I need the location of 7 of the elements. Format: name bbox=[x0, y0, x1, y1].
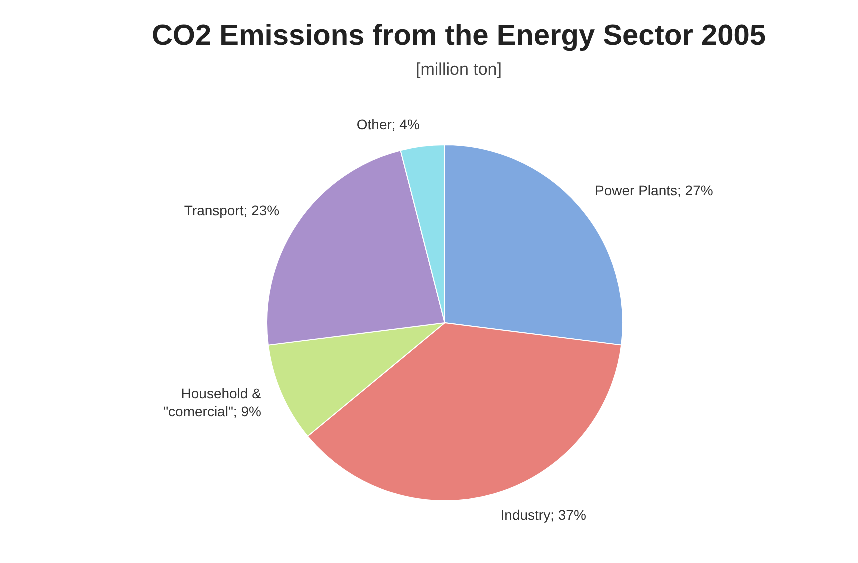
slice-label: Transport; 23% bbox=[184, 202, 280, 219]
slice-label: Industry; 37% bbox=[500, 507, 586, 524]
slice-label: Power Plants; 27% bbox=[595, 182, 714, 199]
slice-label: Other; 4% bbox=[356, 116, 420, 133]
chart-title: CO2 Emissions from the Energy Sector 2005 bbox=[150, 20, 768, 53]
slice-label: Household & "comercial"; 9% bbox=[164, 385, 262, 420]
chart-subtitle: [million ton] bbox=[415, 60, 503, 80]
